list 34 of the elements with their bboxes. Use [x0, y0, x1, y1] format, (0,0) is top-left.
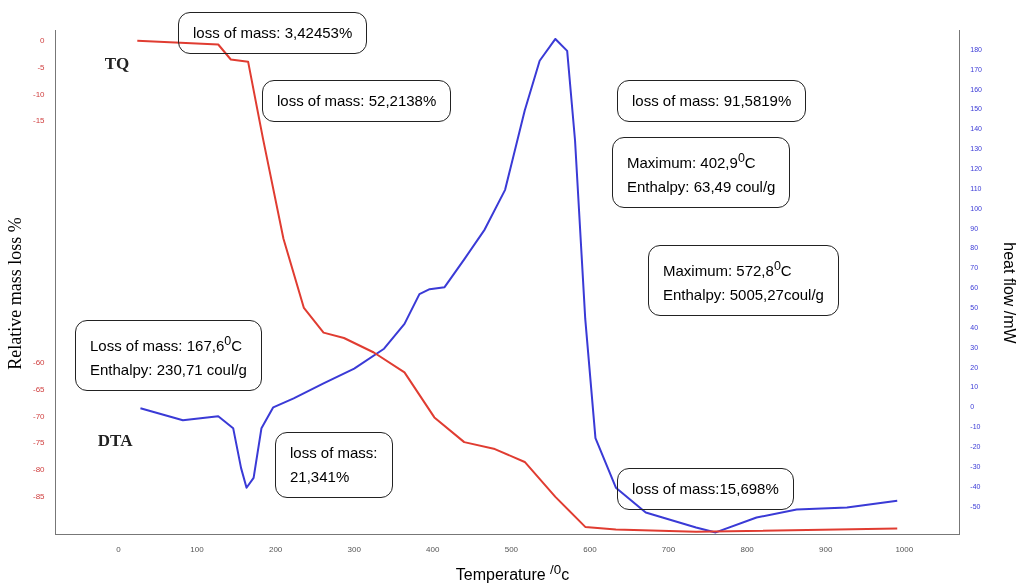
y-tick-label: -70	[33, 411, 46, 421]
y-tick-label: -15	[33, 116, 46, 126]
annotation: Maximum: 402,9$^{0}$C Enthalpy: 63,49 coul/g	[612, 137, 791, 208]
y2-axis-title: heat flow /mW	[1000, 242, 1019, 344]
annotation: loss of mass: 3,42453%	[178, 12, 368, 54]
x-tick-label: 700	[661, 545, 676, 555]
annotation: loss of mass: 52,2138%	[262, 80, 452, 122]
series-label: TQ	[104, 53, 130, 73]
x-tick-label: 800	[740, 545, 755, 555]
annotation: loss of mass: 91,5819%	[617, 80, 807, 122]
x-tick-label: 300	[347, 545, 362, 555]
x-axis-title: Temperature $^{/0}$c	[454, 561, 571, 584]
y-tick-label: 0	[40, 35, 46, 45]
y-tick-label: -85	[33, 492, 46, 502]
y-tick-label: -65	[33, 384, 46, 394]
y-tick-label: -80	[33, 465, 46, 475]
y-tick-label: -60	[33, 357, 46, 367]
y-tick-label: -75	[33, 438, 46, 448]
x-tick-label: 1000	[895, 545, 914, 555]
y-axis-title: Relative mass loss %	[4, 216, 26, 370]
x-tick-label: 200	[268, 545, 283, 555]
annotation: loss of mass: 21,341%	[275, 432, 393, 498]
y-tick-label: -10	[33, 89, 46, 99]
annotation: Loss of mass: 167,6$^{0}$C Enthalpy: 230,71 coul/g	[75, 320, 262, 391]
x-tick-label: 900	[819, 545, 833, 555]
x-tick-label: 100	[190, 545, 205, 555]
x-tick-label: 400	[426, 545, 440, 555]
y-tick-label: -5	[37, 62, 46, 72]
annotation: loss of mass:15,698%	[617, 468, 794, 510]
x-tick-label: 0	[116, 545, 122, 555]
x-tick-label: 500	[504, 545, 519, 555]
annotation: Maximum: 572,8$^{0}$C Enthalpy: 5005,27coul/g	[648, 245, 839, 316]
series-label: DTA	[97, 431, 134, 451]
x-tick-label: 600	[583, 545, 598, 555]
